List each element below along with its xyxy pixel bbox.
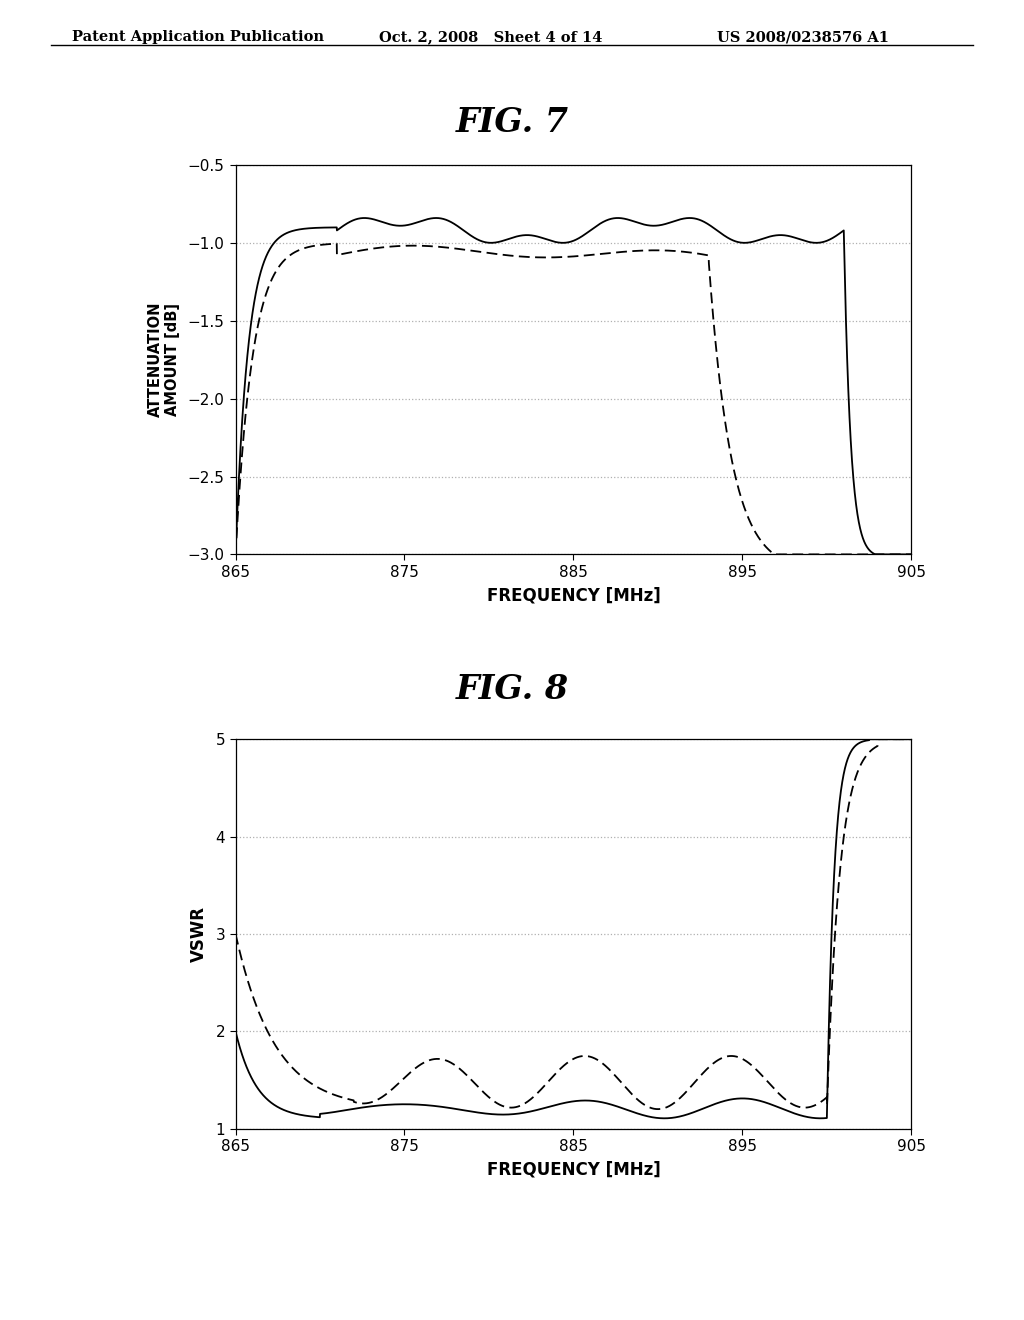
Text: US 2008/0238576 A1: US 2008/0238576 A1 <box>717 30 889 45</box>
Text: Patent Application Publication: Patent Application Publication <box>72 30 324 45</box>
Y-axis label: ATTENUATION
AMOUNT [dB]: ATTENUATION AMOUNT [dB] <box>148 302 180 417</box>
Text: FIG. 7: FIG. 7 <box>456 106 568 139</box>
X-axis label: FREQUENCY [MHz]: FREQUENCY [MHz] <box>486 587 660 605</box>
Y-axis label: VSWR: VSWR <box>190 906 209 962</box>
Text: Oct. 2, 2008   Sheet 4 of 14: Oct. 2, 2008 Sheet 4 of 14 <box>379 30 602 45</box>
X-axis label: FREQUENCY [MHz]: FREQUENCY [MHz] <box>486 1162 660 1179</box>
Text: FIG. 8: FIG. 8 <box>456 673 568 706</box>
